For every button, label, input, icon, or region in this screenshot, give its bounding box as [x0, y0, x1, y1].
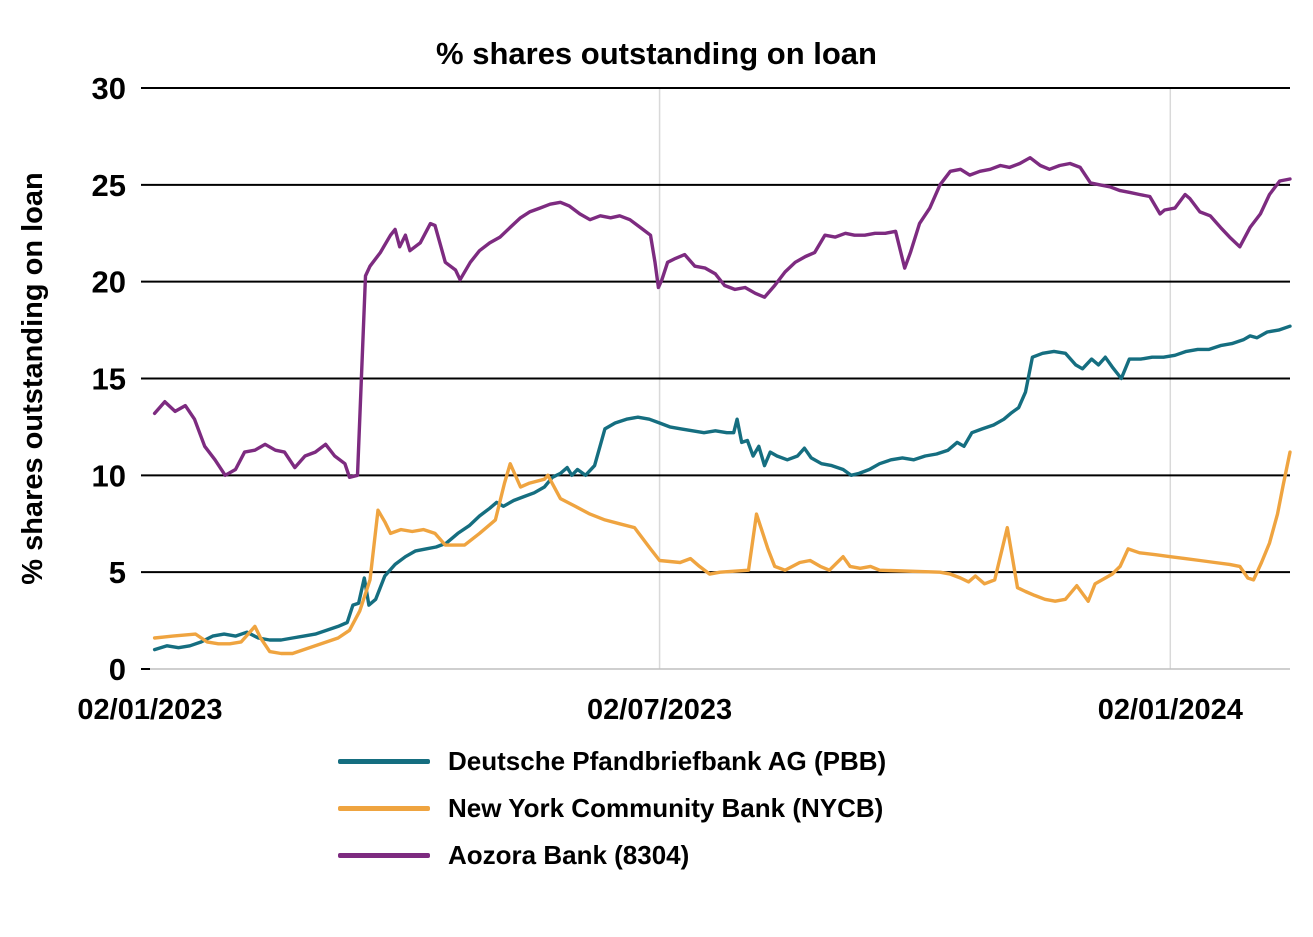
- y-tick-label: 20: [92, 265, 126, 300]
- y-axis-label: % shares outstanding on loan: [17, 172, 49, 585]
- y-tick-label: 15: [92, 362, 126, 397]
- x-tick-label: 02/01/2023: [77, 694, 222, 726]
- y-tick-label: 5: [109, 555, 126, 590]
- legend-swatch: [338, 852, 430, 858]
- x-tick-label: 02/07/2023: [587, 694, 732, 726]
- chart-svg: 0 5 10 15 20 25 30 02/01/2023 02/07/2023 02/01/20…: [17, 72, 1292, 726]
- legend-label: New York Community Bank (NYCB): [448, 792, 884, 823]
- legend-item-aozora: Aozora Bank (8304): [338, 840, 1313, 870]
- series-line-nycb: [152, 450, 1292, 656]
- y-tick-label: 25: [92, 168, 126, 203]
- legend-item-pbb: Deutsche Pfandbriefbank AG (PBB): [338, 746, 1313, 776]
- y-tick-label: 10: [92, 458, 126, 493]
- legend-label: Aozora Bank (8304): [448, 839, 690, 870]
- y-tick-label: 30: [92, 72, 126, 106]
- y-tick-label: 0: [109, 652, 126, 687]
- legend-swatch: [338, 758, 430, 764]
- legend: Deutsche Pfandbriefbank AG (PBB) New Yor…: [338, 746, 1313, 870]
- legend-item-nycb: New York Community Bank (NYCB): [338, 793, 1313, 823]
- series-line-aozora: [152, 155, 1292, 479]
- chart-title: % shares outstanding on loan: [436, 36, 877, 71]
- legend-label: Deutsche Pfandbriefbank AG (PBB): [448, 745, 887, 776]
- series-line-pbb: [152, 324, 1292, 652]
- x-tick-label: 02/01/2024: [1098, 694, 1243, 726]
- legend-swatch: [338, 805, 430, 811]
